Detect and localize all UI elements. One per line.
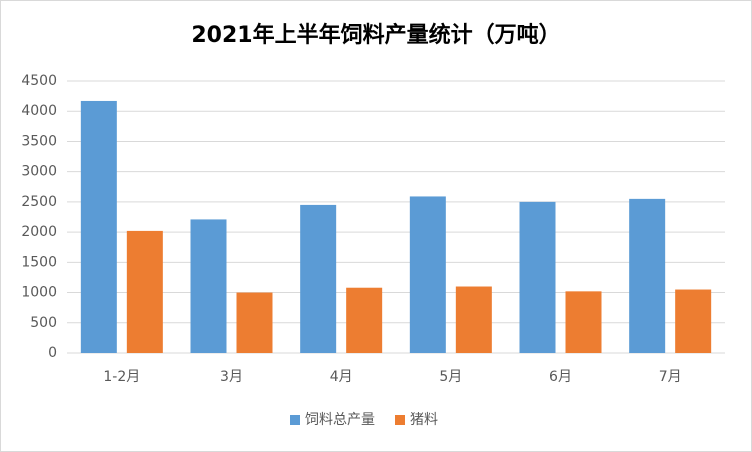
bar [455,286,492,353]
bar [409,196,446,353]
bar [346,287,383,353]
y-tick-label: 2000 [21,224,57,240]
bar [519,201,556,353]
y-tick-label: 3500 [21,133,57,149]
legend-label: 饲料总产量 [305,412,375,428]
bar [675,289,712,353]
bar [300,204,337,353]
legend-swatch [395,415,405,425]
legend-label: 猪料 [410,412,438,428]
y-tick-label: 4000 [21,103,57,119]
x-tick-label: 3月 [220,369,243,385]
bar [190,219,227,353]
bar [629,198,666,353]
bar [126,230,163,353]
y-tick-label: 1500 [21,254,57,270]
y-tick-label: 1000 [21,285,57,301]
y-tick-label: 500 [30,315,57,331]
bar [565,291,602,353]
x-tick-label: 5月 [439,369,462,385]
x-tick-label: 6月 [549,369,572,385]
y-tick-label: 3000 [21,164,57,180]
x-tick-label: 4月 [330,369,353,385]
y-tick-label: 2500 [21,194,57,210]
legend-swatch [290,415,300,425]
x-tick-label: 7月 [659,369,682,385]
y-tick-label: 0 [48,345,57,361]
chart-title: 2021年上半年饲料产量统计（万吨） [191,22,560,48]
bar [236,292,273,353]
bar [80,100,117,354]
y-tick-label: 4500 [21,73,57,89]
x-tick-label: 1-2月 [103,369,140,385]
